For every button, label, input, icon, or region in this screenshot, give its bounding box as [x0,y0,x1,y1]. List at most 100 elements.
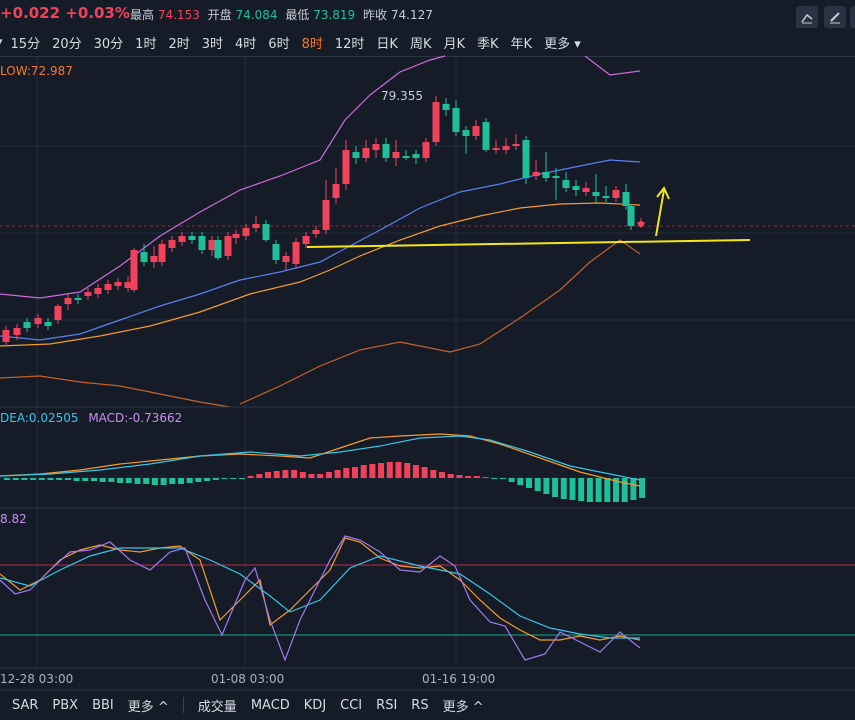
candle-body [512,144,520,146]
candle [252,216,260,232]
candle-body [482,122,490,150]
timeframe-tab-9[interactable]: 12时 [334,36,365,52]
sub-indicator-more[interactable]: 更多 ^ [442,699,484,715]
candle [602,186,610,202]
macd-bar [465,476,472,478]
indicator-volume[interactable]: 成交量 [197,699,237,715]
macd-bar [630,478,637,500]
candle [178,232,186,246]
candle [582,182,590,196]
macd-bar [21,478,28,480]
timeframe-tab-1[interactable]: 20分 [52,36,82,52]
macd-bar [517,478,524,485]
timeframe-tab-15[interactable]: 更多 ▾ [544,36,581,52]
candle [472,120,480,140]
candle-body [402,156,410,158]
candle-body [562,180,570,188]
macd-value-label: MACD:-0.73662 [88,411,183,425]
macd-bar [38,478,45,480]
timeframe-tab-6[interactable]: 4时 [235,36,257,52]
open-label: 开盘 [207,8,232,22]
timeframe-tab-4[interactable]: 2时 [168,36,190,52]
indicator-pbx[interactable]: PBX [52,697,79,713]
settings-icon[interactable] [850,6,855,28]
macd-bar [569,478,576,500]
candle [104,280,112,294]
candle-body [242,228,250,236]
candle-body [252,224,260,228]
macd-bar [299,472,306,478]
candle-body [452,108,460,132]
candle-body [150,256,158,262]
macd-dea-line [0,435,641,481]
candle [130,248,138,292]
macd-bar [395,462,402,478]
timeframe-tab-12[interactable]: 月K [443,36,465,52]
indicator-bbi[interactable]: BBI [92,697,114,713]
candle-body [312,230,320,234]
candle-body [44,322,52,326]
candle [362,140,370,162]
candle [262,220,270,242]
indicator-separator [182,697,184,713]
timeframe-tab-10[interactable]: 日K [376,36,398,52]
candle-body [94,288,102,294]
candle-body [158,244,166,262]
candle-body [382,144,390,158]
macd-bar [64,478,71,480]
macd-bar [91,478,97,481]
timeframe-tab-3[interactable]: 1时 [135,36,157,52]
draw-line-icon[interactable] [796,6,818,28]
timeframe-tab-11[interactable]: 周K [409,36,432,52]
candle-body [542,172,550,178]
candle-body [352,152,360,158]
candle-body [130,250,138,290]
candle [44,318,52,330]
change-percent: +0.03% [65,4,130,22]
candle-body [34,318,42,324]
indicator-rsi[interactable]: RSI [376,697,398,713]
candle-body [392,152,400,158]
timeframe-tab-0[interactable]: 15分 [10,36,41,52]
indicator-macd[interactable]: MACD [250,697,290,713]
candle [2,326,10,346]
timeframe-tab-14[interactable]: 年K [510,36,533,52]
indicator-rs[interactable]: RS [411,697,429,713]
low-value: 73.819 [313,8,356,22]
timeframe-arrow-icon[interactable]: ▾ [0,35,3,50]
candle [462,126,470,154]
peak-annotation: 79.355 [381,89,423,103]
candle [13,324,21,340]
candle-body [442,104,450,110]
quote-header: +0.022 +0.03% 最高 74.153 开盘 74.084 最低 73.… [0,0,855,30]
candle [282,252,290,270]
indicator-sar[interactable]: SAR [12,697,39,713]
macd-bar [404,463,411,478]
edit-icon[interactable] [824,6,846,28]
main-indicator-more[interactable]: 更多 ^ [127,699,169,715]
kdj-j-line [0,535,641,662]
candle-body [342,150,350,184]
candle [302,232,310,248]
macd-bar [386,462,393,478]
ohlc-stats: 最高 74.153 开盘 74.084 最低 73.819 昨收 74.127 [130,6,437,23]
timeframe-tab-7[interactable]: 6时 [268,36,290,52]
candle-body [432,102,440,142]
timeframe-tab-5[interactable]: 3时 [201,36,224,52]
timeframe-tab-2[interactable]: 30分 [93,36,124,52]
candle [432,96,440,146]
candle-body [140,252,148,262]
timeframe-tab-13[interactable]: 季K [477,36,499,52]
indicator-cci[interactable]: CCI [340,697,363,713]
macd-bar [360,465,367,478]
timeframe-tab-8[interactable]: 8时 [301,36,323,52]
macd-bar [456,475,463,478]
candle-body [322,200,330,230]
indicator-kdj[interactable]: KDJ [303,697,327,713]
candle-body [627,206,635,226]
candle-body [23,322,31,328]
candle [382,138,390,162]
candle [502,138,510,154]
